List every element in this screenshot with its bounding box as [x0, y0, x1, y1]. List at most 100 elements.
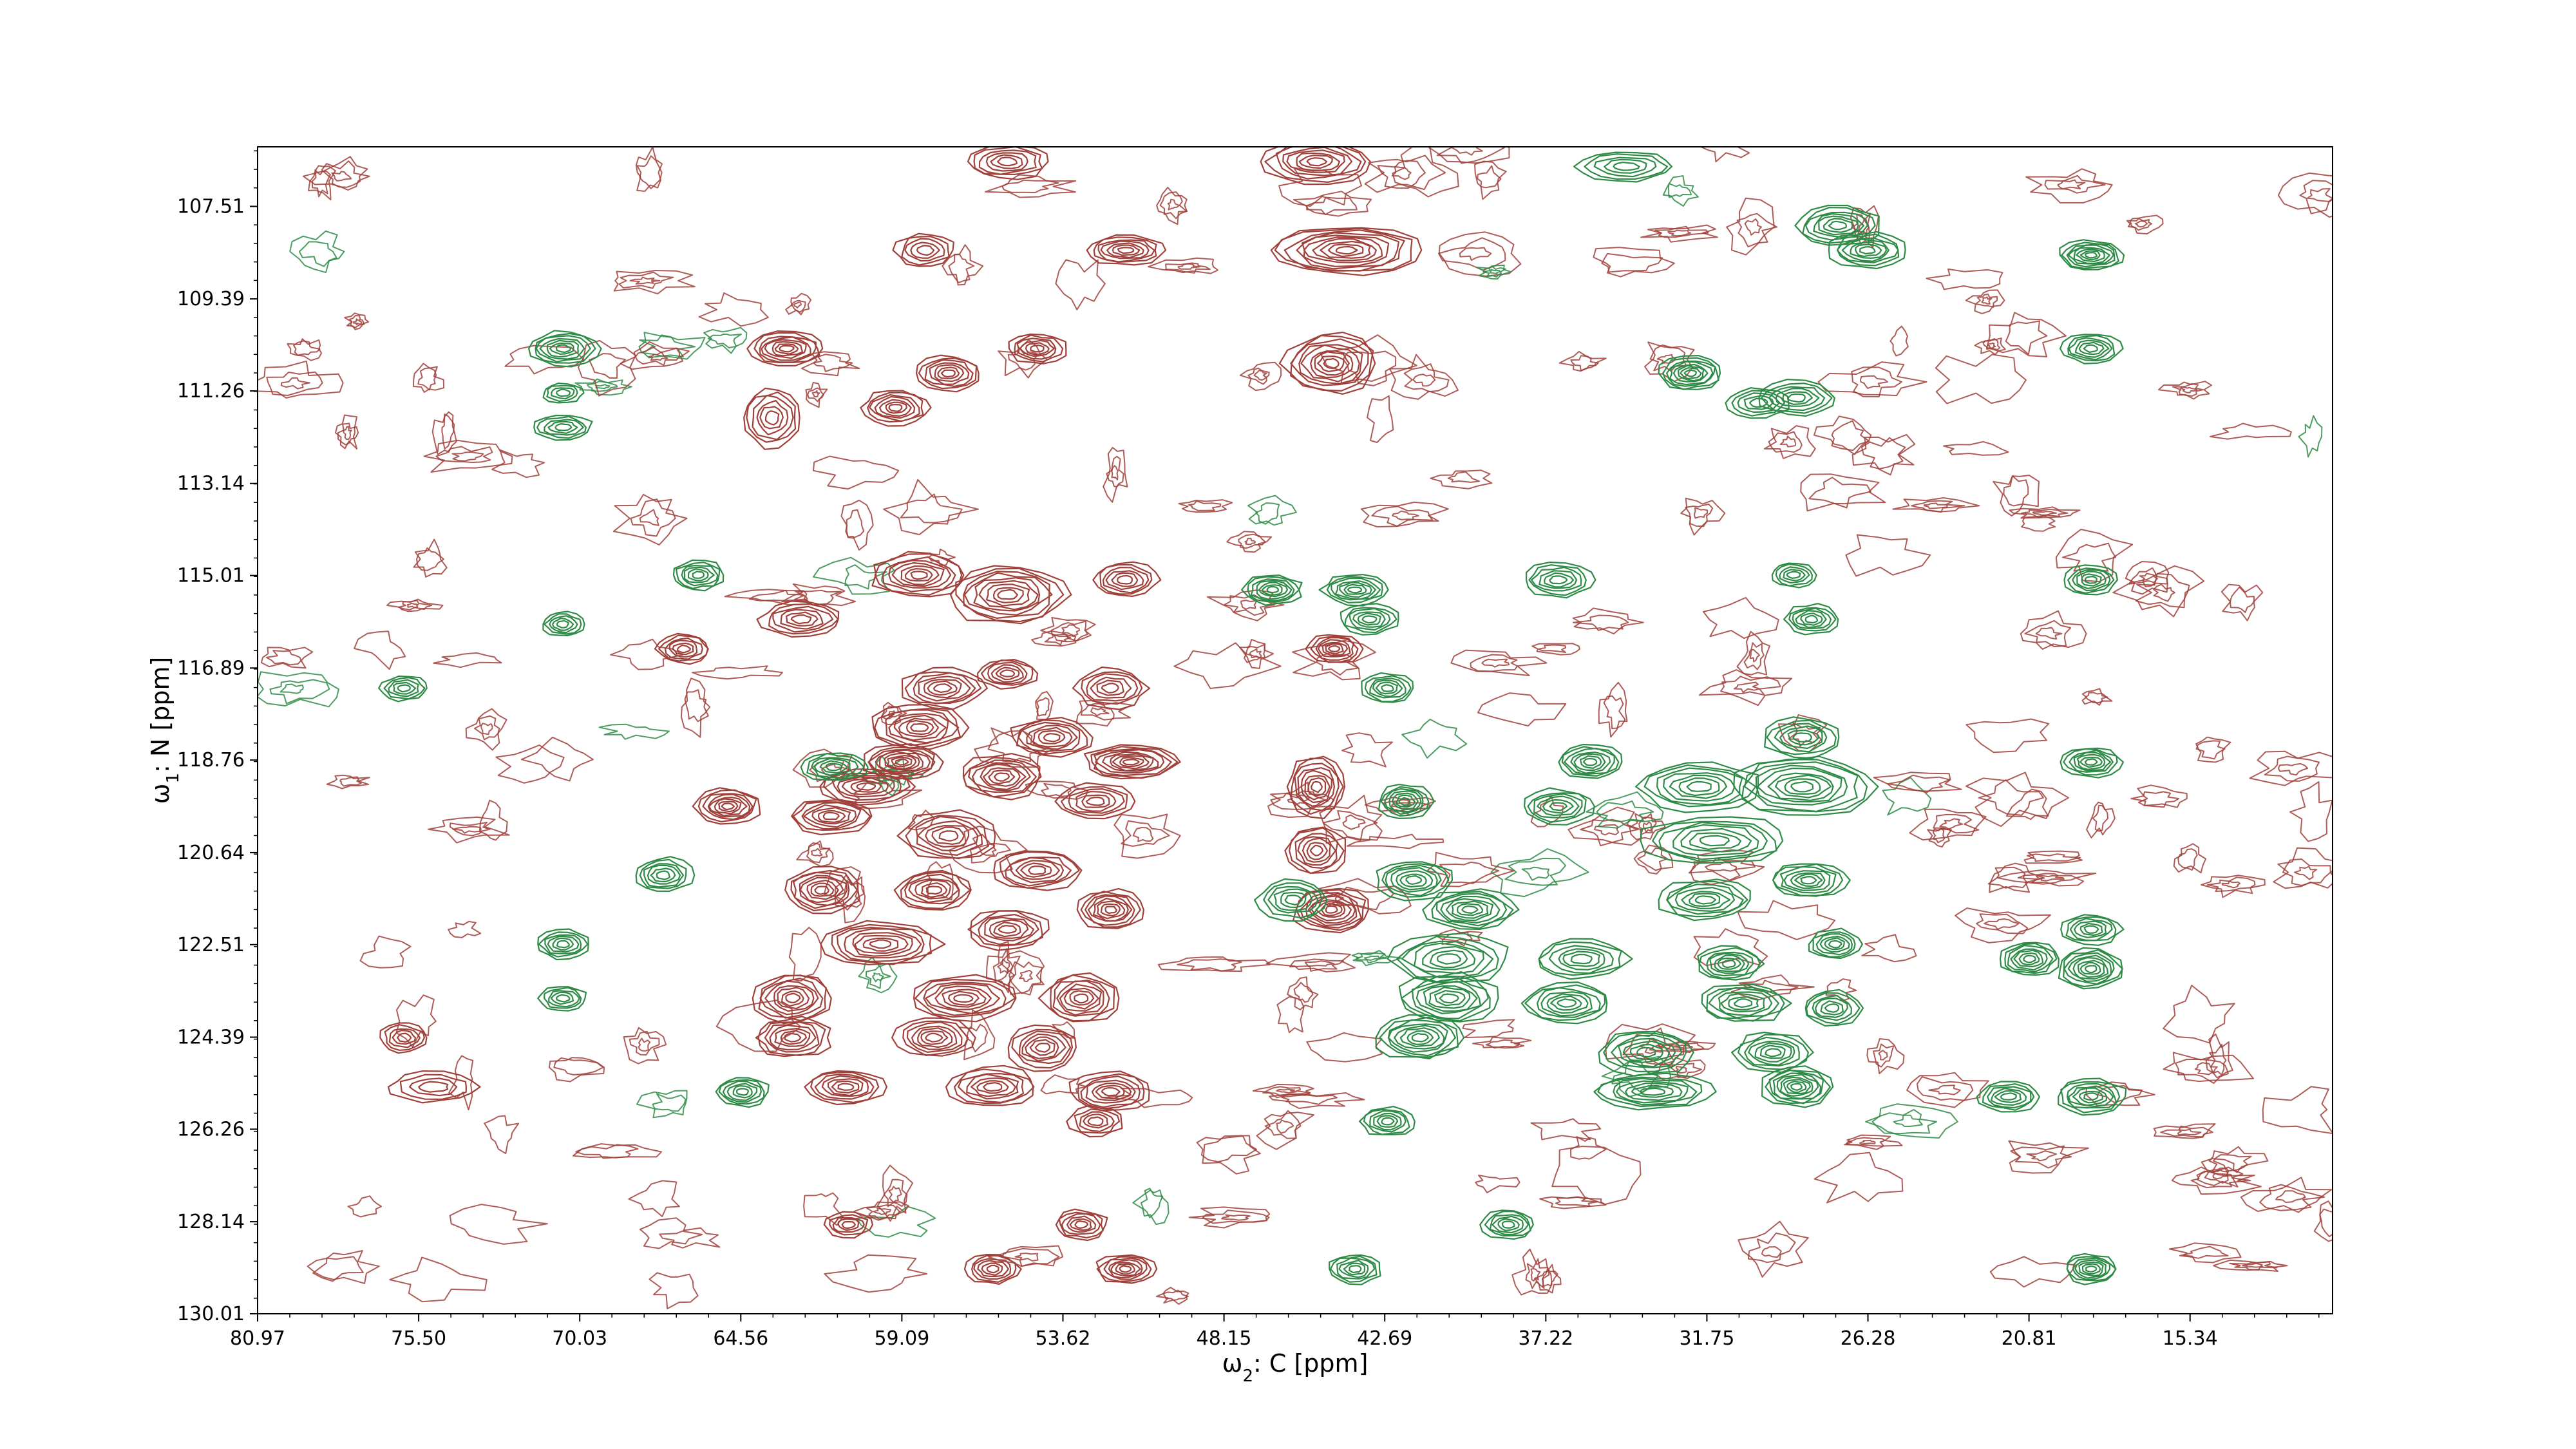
negative-peak[interactable]: [537, 986, 587, 1012]
positive-peak[interactable]: [1083, 744, 1181, 780]
negative-peak[interactable]: [542, 611, 585, 636]
negative-peak[interactable]: [537, 928, 589, 961]
positive-peak[interactable]: [791, 799, 873, 835]
negative-peak[interactable]: [1771, 562, 1817, 589]
negative-peak[interactable]: [1375, 1014, 1465, 1059]
positive-peak[interactable]: [860, 390, 932, 427]
positive-peak[interactable]: [1305, 634, 1364, 663]
positive-peak[interactable]: [1066, 1104, 1123, 1138]
negative-peak[interactable]: [528, 330, 602, 368]
plot-area[interactable]: [252, 129, 2376, 1310]
positive-peak[interactable]: [1270, 227, 1423, 276]
negative-peak[interactable]: [1658, 878, 1751, 922]
negative-peak[interactable]: [533, 414, 593, 441]
negative-peak[interactable]: [715, 1077, 770, 1108]
positive-peak[interactable]: [891, 1017, 976, 1057]
positive-peak[interactable]: [784, 866, 860, 914]
positive-peak[interactable]: [963, 1254, 1022, 1285]
negative-peak[interactable]: [672, 559, 724, 592]
negative-peak[interactable]: [1772, 863, 1851, 897]
negative-peak[interactable]: [635, 856, 696, 892]
positive-peak[interactable]: [893, 869, 972, 911]
negative-peak[interactable]: [1701, 983, 1792, 1022]
negative-peak[interactable]: [1520, 981, 1608, 1025]
negative-peak[interactable]: [1573, 151, 1672, 183]
positive-peak[interactable]: [1076, 887, 1144, 929]
positive-peak[interactable]: [387, 1070, 481, 1104]
positive-peak[interactable]: [871, 704, 970, 750]
negative-peak[interactable]: [1635, 761, 1759, 813]
negative-peak[interactable]: [1598, 1030, 1694, 1077]
positive-peak[interactable]: [1008, 333, 1067, 365]
positive-peak[interactable]: [967, 910, 1050, 951]
negative-peak[interactable]: [1398, 971, 1499, 1023]
negative-peak[interactable]: [1359, 1106, 1416, 1135]
negative-peak[interactable]: [800, 752, 869, 781]
positive-peak[interactable]: [752, 974, 832, 1025]
positive-peak[interactable]: [819, 768, 916, 806]
positive-peak[interactable]: [892, 232, 954, 267]
negative-peak[interactable]: [1526, 562, 1596, 599]
positive-peak[interactable]: [756, 600, 840, 638]
positive-peak[interactable]: [1278, 331, 1376, 395]
positive-peak[interactable]: [993, 850, 1083, 891]
positive-peak[interactable]: [1072, 666, 1151, 710]
positive-peak[interactable]: [692, 787, 761, 825]
negative-peak[interactable]: [1733, 755, 1879, 816]
negative-peak[interactable]: [1538, 938, 1633, 980]
positive-peak[interactable]: [1086, 234, 1167, 266]
negative-peak[interactable]: [2059, 239, 2125, 270]
positive-peak[interactable]: [1284, 826, 1346, 875]
negative-peak[interactable]: [1828, 231, 1906, 270]
negative-peak[interactable]: [1329, 1254, 1381, 1285]
negative-peak[interactable]: [1783, 603, 1839, 636]
negative-peak[interactable]: [1725, 387, 1790, 419]
positive-peak[interactable]: [967, 144, 1049, 180]
negative-peak[interactable]: [1422, 888, 1520, 930]
negative-peak[interactable]: [542, 383, 585, 404]
negative-peak[interactable]: [1558, 743, 1623, 779]
negative-peak[interactable]: [1640, 816, 1784, 864]
positive-peak[interactable]: [896, 809, 996, 860]
negative-peak[interactable]: [2058, 1077, 2127, 1116]
positive-peak[interactable]: [743, 387, 800, 450]
negative-peak[interactable]: [1697, 945, 1765, 981]
positive-peak[interactable]: [755, 1016, 831, 1057]
negative-peak[interactable]: [2060, 914, 2125, 946]
positive-peak[interactable]: [823, 1211, 874, 1239]
positive-peak[interactable]: [1068, 1070, 1150, 1112]
positive-peak[interactable]: [1092, 561, 1162, 597]
positive-peak[interactable]: [1054, 782, 1136, 820]
negative-peak[interactable]: [2059, 334, 2124, 365]
negative-peak[interactable]: [2063, 564, 2118, 596]
positive-peak[interactable]: [976, 658, 1039, 690]
negative-peak[interactable]: [1524, 787, 1595, 826]
negative-peak[interactable]: [1761, 1065, 1834, 1108]
negative-peak[interactable]: [1376, 861, 1454, 902]
negative-peak[interactable]: [378, 675, 428, 703]
positive-peak[interactable]: [871, 551, 965, 598]
negative-peak[interactable]: [1593, 1072, 1717, 1111]
positive-peak[interactable]: [949, 565, 1072, 625]
positive-peak[interactable]: [379, 1022, 428, 1054]
positive-peak[interactable]: [962, 753, 1042, 800]
positive-peak[interactable]: [746, 330, 824, 366]
positive-peak[interactable]: [1010, 717, 1094, 758]
positive-peak[interactable]: [901, 667, 989, 710]
positive-peak[interactable]: [820, 920, 946, 965]
negative-peak[interactable]: [1318, 574, 1389, 607]
positive-peak[interactable]: [654, 632, 709, 665]
positive-peak[interactable]: [1286, 755, 1345, 820]
positive-peak[interactable]: [913, 974, 1017, 1023]
negative-peak[interactable]: [2058, 947, 2123, 990]
positive-peak[interactable]: [1260, 141, 1371, 185]
negative-peak[interactable]: [1378, 784, 1435, 819]
negative-peak[interactable]: [1479, 1209, 1534, 1240]
negative-peak[interactable]: [2060, 747, 2125, 779]
negative-peak[interactable]: [1999, 942, 2060, 976]
negative-peak[interactable]: [1764, 716, 1840, 759]
positive-peak[interactable]: [1037, 972, 1120, 1023]
positive-peak[interactable]: [1007, 1024, 1077, 1072]
negative-peak[interactable]: [1758, 379, 1835, 417]
positive-peak[interactable]: [945, 1065, 1035, 1106]
